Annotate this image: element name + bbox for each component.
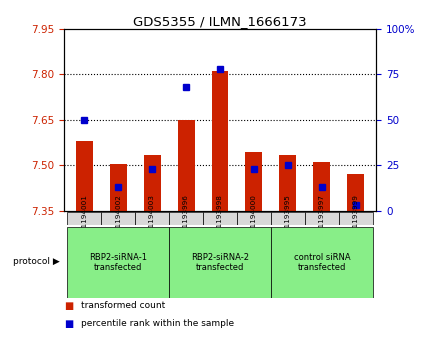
Bar — [76, 141, 93, 211]
Bar — [203, 212, 237, 225]
Text: RBP2-siRNA-2
transfected: RBP2-siRNA-2 transfected — [191, 253, 249, 272]
Text: GSM1194000: GSM1194000 — [251, 194, 257, 243]
Title: GDS5355 / ILMN_1666173: GDS5355 / ILMN_1666173 — [133, 15, 307, 28]
Bar — [135, 212, 169, 225]
Text: percentile rank within the sample: percentile rank within the sample — [81, 319, 235, 329]
Bar — [305, 212, 339, 225]
Text: GSM1194001: GSM1194001 — [81, 194, 87, 243]
Text: GSM1193996: GSM1193996 — [183, 194, 189, 243]
Bar — [271, 212, 305, 225]
Text: GSM1194003: GSM1194003 — [149, 194, 155, 243]
Bar — [347, 174, 364, 211]
Text: ■: ■ — [64, 319, 73, 330]
Bar — [67, 227, 169, 298]
Bar — [339, 212, 373, 225]
Bar — [67, 212, 101, 225]
Bar — [143, 155, 161, 211]
Bar — [169, 227, 271, 298]
Bar — [237, 212, 271, 225]
Text: ■: ■ — [64, 301, 73, 311]
Text: RBP2-siRNA-1
transfected: RBP2-siRNA-1 transfected — [89, 253, 147, 272]
Bar — [246, 152, 262, 211]
Text: GSM1194002: GSM1194002 — [115, 194, 121, 243]
Text: GSM1193995: GSM1193995 — [285, 194, 291, 243]
Text: GSM1193998: GSM1193998 — [217, 194, 223, 243]
Text: GSM1193999: GSM1193999 — [353, 194, 359, 243]
Bar — [110, 164, 127, 211]
Text: GSM1193997: GSM1193997 — [319, 194, 325, 243]
Bar — [212, 72, 228, 211]
Text: transformed count: transformed count — [81, 301, 165, 310]
Bar — [313, 162, 330, 211]
Bar — [279, 155, 297, 211]
Bar — [178, 120, 194, 211]
Text: protocol ▶: protocol ▶ — [13, 257, 59, 266]
Bar — [271, 227, 373, 298]
Text: control siRNA
transfected: control siRNA transfected — [293, 253, 350, 272]
Bar — [169, 212, 203, 225]
Bar — [101, 212, 135, 225]
